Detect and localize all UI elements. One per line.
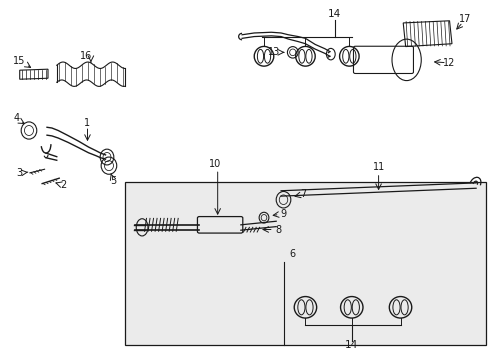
Text: 8: 8: [275, 225, 281, 235]
Bar: [125, 182, 485, 345]
Text: 4: 4: [13, 113, 20, 123]
Text: 6: 6: [288, 248, 295, 258]
Text: 1: 1: [84, 118, 90, 128]
Text: 15: 15: [13, 56, 25, 66]
Text: 2: 2: [60, 180, 66, 190]
Text: 14: 14: [327, 9, 341, 19]
Text: 14: 14: [345, 340, 358, 350]
Text: 17: 17: [458, 14, 470, 24]
Text: 5: 5: [109, 176, 116, 186]
Text: 13: 13: [267, 47, 279, 57]
Text: 16: 16: [80, 51, 92, 61]
Text: 9: 9: [280, 209, 286, 219]
Text: 12: 12: [442, 58, 454, 68]
Text: 3: 3: [16, 168, 22, 178]
Text: 7: 7: [299, 189, 305, 199]
Text: 11: 11: [372, 162, 384, 172]
Text: 10: 10: [209, 159, 221, 169]
